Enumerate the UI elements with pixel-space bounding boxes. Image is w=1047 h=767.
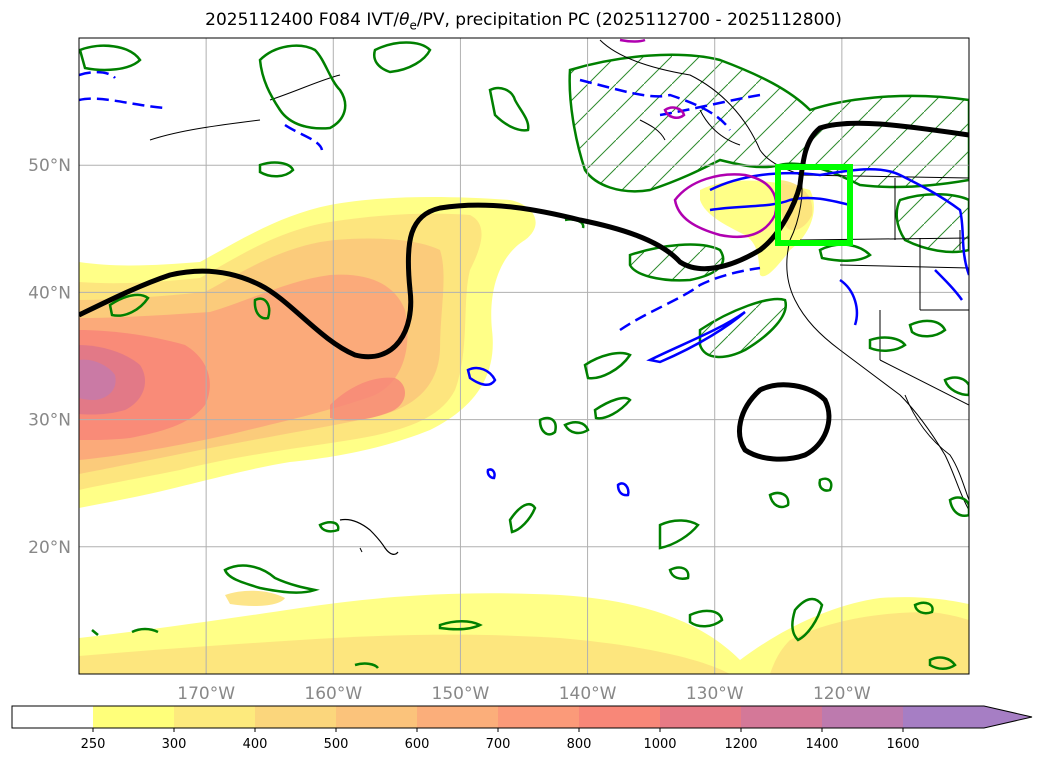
colorbar-segment [417, 706, 498, 728]
colorbar-tick-label: 1000 [643, 737, 676, 752]
colorbar-tick-label: 400 [243, 737, 268, 752]
colorbar-segment-under [12, 706, 93, 728]
colorbar-outline [11, 705, 1033, 729]
colorbar-tick-label: 300 [162, 737, 187, 752]
colorbar-segment [93, 706, 174, 728]
pv-contours [79, 120, 969, 462]
ivt-shading [79, 180, 969, 674]
colorbar-segment [741, 706, 822, 728]
colorbar-tick-label: 250 [81, 737, 106, 752]
colorbar-segment [498, 706, 579, 728]
colorbar-tick-label: 800 [567, 737, 592, 752]
map-title: 2025112400 F084 IVT/θe/PV, precipitation… [205, 10, 842, 33]
lat-tick-label: 20°N [28, 538, 71, 558]
colorbar-tick-label: 1600 [886, 737, 919, 752]
lat-tick-label: 40°N [28, 283, 71, 303]
colorbar-segment [579, 706, 660, 728]
precip-hatching [568, 53, 969, 359]
colorbar-extend-arrow [903, 706, 1032, 728]
lat-tick-label: 50°N [28, 156, 71, 176]
colorbar-segment [822, 706, 903, 728]
lon-tick-label: 150°W [432, 684, 490, 704]
coastlines [149, 39, 969, 555]
lon-tick-label: 140°W [559, 684, 617, 704]
colorbar-tick-label: 600 [405, 737, 430, 752]
colorbar-segment [255, 706, 336, 728]
colorbar-tick-label: 1400 [805, 737, 838, 752]
colorbar-tick-label: 700 [486, 737, 511, 752]
map-area [79, 38, 969, 674]
lat-tick-label: 30°N [28, 411, 71, 431]
lon-tick-label: 160°W [304, 684, 362, 704]
map-frame [78, 37, 970, 675]
latitude-labels: 50°N 40°N 30°N 20°N [28, 156, 71, 558]
colorbar-segment [174, 706, 255, 728]
ivt-colorbar: 250 300 400 500 600 700 800 1000 1200 1400 1600 [11, 705, 1033, 752]
lon-tick-label: 120°W [813, 684, 871, 704]
highlight-region-box [775, 164, 853, 246]
colorbar-tick-label: 1200 [724, 737, 757, 752]
lon-tick-label: 130°W [686, 684, 744, 704]
longitude-labels: 170°W 160°W 150°W 140°W 130°W 120°W [177, 684, 871, 704]
colorbar-segment [336, 706, 417, 728]
colorbar-tick-label: 500 [324, 737, 349, 752]
lon-tick-label: 170°W [177, 684, 235, 704]
colorbar-segment [660, 706, 741, 728]
